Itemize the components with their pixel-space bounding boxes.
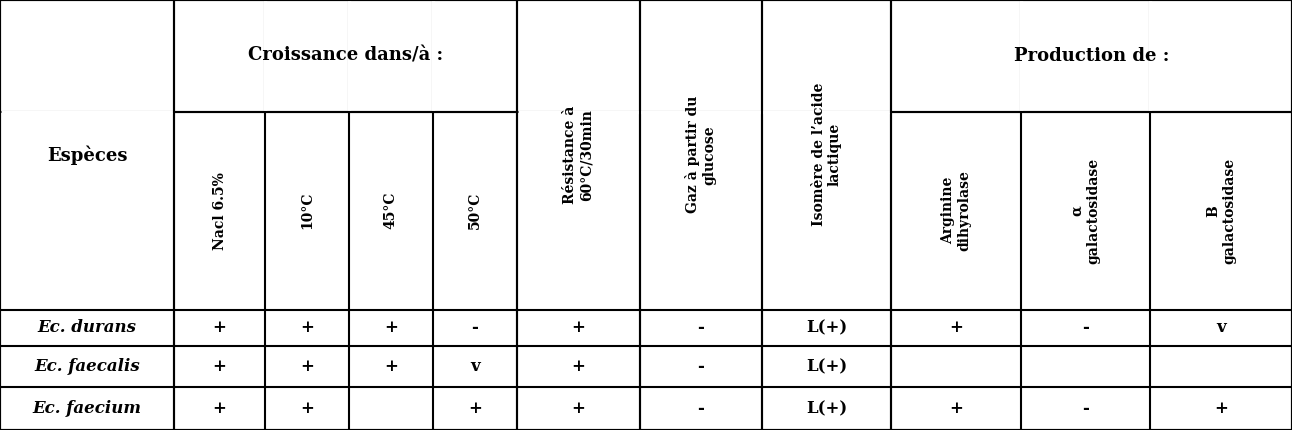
Text: -: - [1081, 319, 1089, 336]
Text: +: + [384, 358, 398, 375]
Text: +: + [213, 400, 226, 417]
Text: Ec. faecium: Ec. faecium [32, 400, 142, 417]
Text: v: v [470, 358, 479, 375]
Text: +: + [213, 358, 226, 375]
Text: +: + [300, 358, 314, 375]
Text: Ec. faecalis: Ec. faecalis [35, 358, 140, 375]
Text: +: + [213, 319, 226, 336]
Text: α
galactosidase: α galactosidase [1070, 158, 1101, 264]
Text: +: + [571, 319, 585, 336]
Text: +: + [384, 319, 398, 336]
Text: Production de :: Production de : [1014, 47, 1169, 65]
Text: +: + [571, 358, 585, 375]
Text: +: + [300, 319, 314, 336]
Text: 50°C: 50°C [468, 192, 482, 229]
Text: +: + [950, 319, 963, 336]
Text: +: + [571, 400, 585, 417]
Text: Nacl 6.5%: Nacl 6.5% [213, 172, 226, 250]
Text: -: - [1081, 400, 1089, 417]
Text: -: - [472, 319, 478, 336]
Text: 45°C: 45°C [384, 192, 398, 230]
Text: v: v [1216, 319, 1226, 336]
Text: Espèces: Espèces [47, 145, 128, 165]
Text: Croissance dans/à :: Croissance dans/à : [248, 47, 443, 65]
Text: Arginine
dihyrolase: Arginine dihyrolase [941, 170, 972, 251]
Text: -: - [698, 400, 704, 417]
Text: 10°C: 10°C [300, 192, 314, 230]
Text: Résistance à
60°C/30min: Résistance à 60°C/30min [563, 106, 593, 204]
Text: +: + [300, 400, 314, 417]
Text: Gaz à partir du
glucose: Gaz à partir du glucose [685, 96, 717, 213]
Text: B
galactosidase: B galactosidase [1205, 158, 1236, 264]
Text: +: + [468, 400, 482, 417]
Text: L(+): L(+) [806, 319, 848, 336]
Text: -: - [698, 358, 704, 375]
Text: Ec. durans: Ec. durans [37, 319, 137, 336]
Text: -: - [698, 319, 704, 336]
Text: +: + [950, 400, 963, 417]
Text: +: + [1214, 400, 1227, 417]
Text: L(+): L(+) [806, 358, 848, 375]
Text: Isomère de l’acide
lactique: Isomère de l’acide lactique [811, 83, 842, 227]
Text: L(+): L(+) [806, 400, 848, 417]
